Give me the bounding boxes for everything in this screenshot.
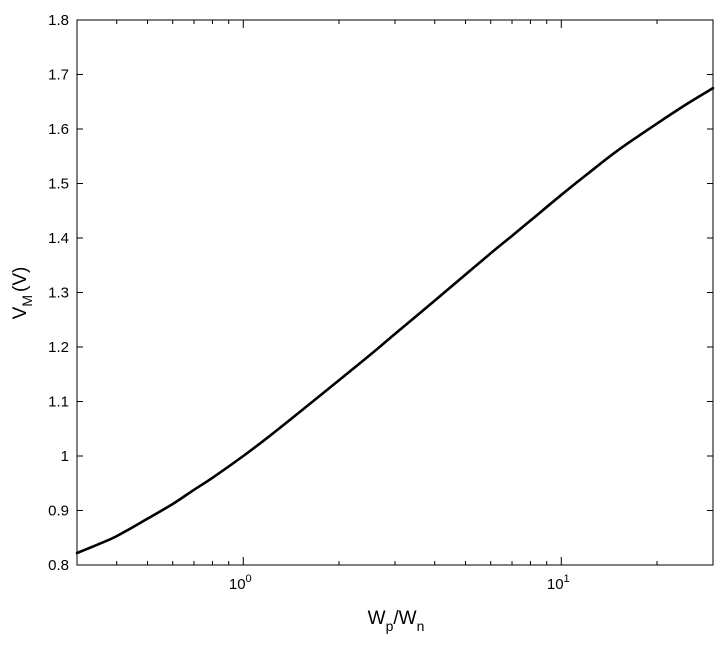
x-label-sub2: n [417,618,425,634]
y-axis-label: VM (V) [10,267,35,320]
y-tick-label: 1.8 [48,12,69,29]
y-tick-label: 1.7 [48,67,69,84]
y-tick-label: 1.4 [48,230,69,247]
y-tick-label: 1.2 [48,339,69,356]
x-tick-label: 100 [229,573,252,593]
x-tick-exponent: 1 [564,573,570,585]
series-layer [75,86,715,555]
y-tick-label: 1.1 [48,394,69,411]
y-label-main: V [10,306,31,319]
x-axis-label: Wp/Wn [368,608,425,634]
y-tick-label: 1 [61,448,69,465]
x-label-main2: /W [393,608,416,629]
y-label-sub: M [19,295,35,307]
x-tick-base: 10 [229,576,246,593]
x-tick-base: 10 [547,576,564,593]
x-tick-exponent: 0 [246,573,252,585]
x-tick-label: 101 [547,573,570,593]
x-label-sub1: p [386,618,394,634]
x-axis-ticks: 100 101 [76,20,714,593]
y-axis-ticks: 0.8 0.9 1 1.1 1.2 1.3 1.4 1.5 1.6 1.7 1.8 [48,12,713,574]
x-label-main1: W [368,608,386,629]
series-line-0 [75,86,715,555]
y-tick-label: 1.5 [48,176,69,193]
plot-area [76,19,714,566]
y-tick-label: 1.3 [48,285,69,302]
plot-frame [76,19,714,566]
y-label-unit: (V) [10,267,31,292]
y-tick-label: 0.9 [48,503,69,520]
y-tick-label: 1.6 [48,121,69,138]
y-tick-label: 0.8 [48,557,69,574]
